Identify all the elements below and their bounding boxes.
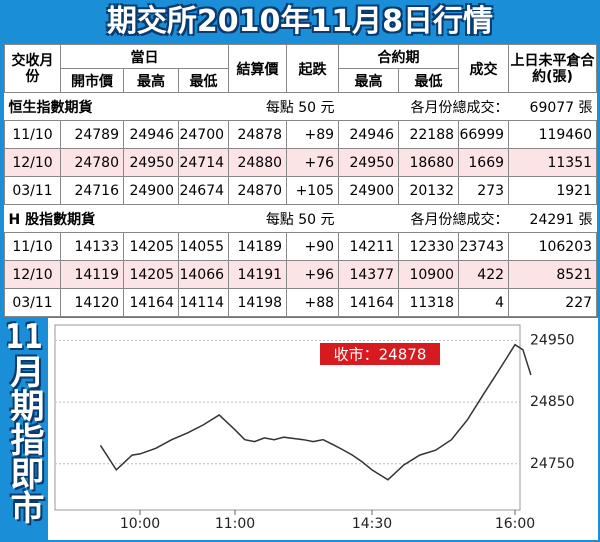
- cell: 11318: [398, 288, 460, 317]
- cell: 22188: [398, 120, 460, 149]
- cell: 每點 50 元: [178, 92, 339, 121]
- cell: 4: [458, 288, 510, 317]
- cell: 273: [458, 176, 510, 205]
- cell: 11351: [508, 148, 598, 177]
- cell: +88: [286, 288, 340, 317]
- cell: 227: [508, 288, 598, 317]
- y-tick-label: 24850: [530, 394, 575, 410]
- cell: 最低: [398, 68, 460, 93]
- cell: 11/10: [4, 232, 61, 261]
- cell: 14198: [228, 288, 288, 317]
- cell: 24878: [228, 120, 288, 149]
- cell: 14189: [228, 232, 288, 261]
- cell: 8521: [508, 260, 598, 289]
- x-tick-label: 14:30: [352, 516, 392, 532]
- cell: 24700: [177, 120, 230, 149]
- cell: 24291 張: [508, 204, 597, 233]
- cell: +90: [286, 232, 340, 261]
- y-tick-label: 24750: [530, 456, 575, 472]
- cell: 24674: [177, 176, 230, 205]
- x-tick-label: 10:00: [120, 516, 160, 532]
- x-tick-label: 16:00: [495, 516, 535, 532]
- cell: 23743: [458, 232, 510, 261]
- cell: 106203: [508, 232, 598, 261]
- cell: 03/11: [4, 288, 61, 317]
- cell: 14211: [338, 232, 400, 261]
- cell: +76: [286, 148, 340, 177]
- cell: 每點 50 元: [178, 204, 339, 233]
- cell: 恒生指數期貨: [4, 92, 179, 121]
- cell: 24946: [338, 120, 400, 149]
- row: 11/10 24789 24946 24700 24878 +89 24946 22188 66…: [4, 120, 598, 149]
- cell: 14066: [177, 260, 230, 289]
- cell: 14120: [60, 288, 124, 317]
- cell: +105: [286, 176, 340, 205]
- cell: 14205: [123, 260, 179, 289]
- cell: 成交: [458, 44, 510, 93]
- row: 交收月份 當日 結算價 起跌 合約期 成交 上日未平倉合約(張): [4, 44, 598, 93]
- x-tick-label: 11:00: [215, 516, 255, 532]
- cell: 14205: [123, 232, 179, 261]
- cell: 14114: [177, 288, 230, 317]
- row: 12/10 14119 14205 14066 14191 +96 14377 10900 42…: [4, 260, 598, 289]
- cell: 24950: [123, 148, 179, 177]
- row: 03/11 14120 14164 14114 14198 +88 14164 11318 4 2…: [4, 288, 598, 317]
- cell: 最高: [123, 68, 179, 93]
- cell: 12330: [398, 232, 460, 261]
- cell: 18680: [398, 148, 460, 177]
- cell: 上日未平倉合約(張): [508, 44, 598, 93]
- annotation-box: [320, 343, 440, 365]
- row: 03/11 24716 24900 24674 24870 +105 24900 20132 2…: [4, 176, 598, 205]
- title: 期交所2010年11月8日行情: [106, 4, 494, 39]
- cell: 14164: [338, 288, 400, 317]
- cell: 24880: [228, 148, 288, 177]
- cell: 24900: [338, 176, 400, 205]
- cell: 各月份總成交：: [338, 204, 509, 233]
- chart-title: 11月期指即市圖: [4, 320, 44, 524]
- cell: +89: [286, 120, 340, 149]
- row: 恒生指數期貨 每點 50 元各月份總成交： 69077 張: [4, 92, 597, 121]
- cell: 24714: [177, 148, 230, 177]
- cell: 交收月份: [4, 44, 61, 93]
- cell: 24946: [123, 120, 179, 149]
- row: 11/10 14133 14205 14055 14189 +90 14211 12330 23…: [4, 232, 598, 261]
- quote-table: 交收月份 當日 結算價 起跌 合約期 成交 上日未平倉合約(張) 開市價 最高 最低 最高 最低 恒生指…: [4, 44, 598, 317]
- cell: 119460: [508, 120, 598, 149]
- cell: 14133: [60, 232, 124, 261]
- cell: 當日: [59, 44, 230, 69]
- annotation: 收市：24878: [334, 346, 427, 364]
- cell: 14191: [228, 260, 288, 289]
- cell: 結算價: [228, 44, 288, 93]
- cell: 24716: [60, 176, 124, 205]
- cell: 12/10: [4, 260, 61, 289]
- cell: 24900: [123, 176, 179, 205]
- cell: 12/10: [4, 148, 61, 177]
- plot-area: [54, 324, 521, 511]
- price-line: [99, 343, 532, 481]
- cell: 14119: [60, 260, 124, 289]
- cell: 各月份總成交：: [338, 92, 509, 121]
- y-tick-label: 24950: [530, 332, 575, 348]
- cell: 422: [458, 260, 510, 289]
- cell: 1669: [458, 148, 510, 177]
